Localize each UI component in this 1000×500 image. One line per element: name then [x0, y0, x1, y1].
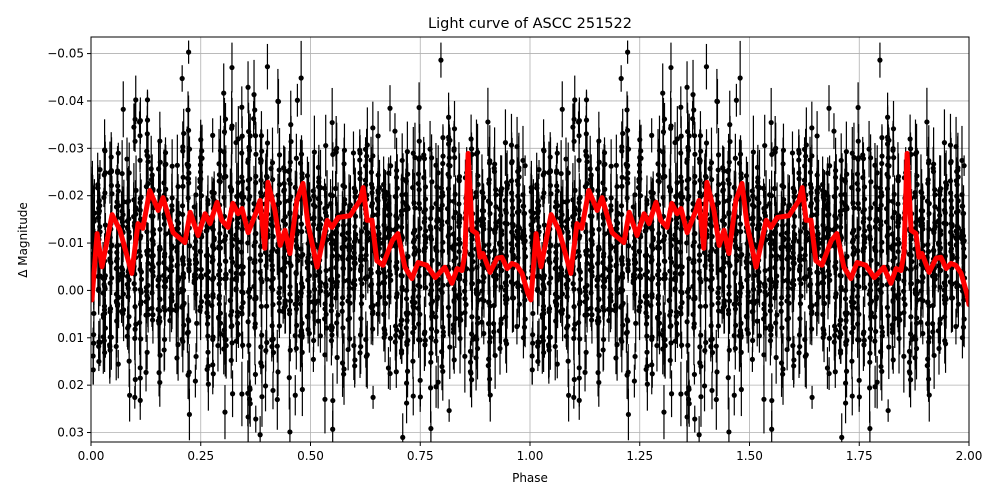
x-tick-label: 1.25 — [626, 449, 653, 463]
observation-points — [91, 49, 968, 440]
chart-title: Light curve of ASCC 251522 — [428, 16, 632, 32]
x-tick-label: 1.50 — [736, 449, 763, 463]
y-tick-label: −0.03 — [47, 141, 84, 155]
binned-mean-line — [91, 151, 969, 308]
x-tick-label: 2.00 — [956, 449, 983, 463]
y-tick-label: 0.03 — [57, 426, 84, 440]
y-tick-label: −0.01 — [47, 236, 84, 250]
y-tick-label: 0.01 — [57, 331, 84, 345]
y-tick-label: 0.00 — [57, 283, 84, 297]
error-bars — [91, 40, 966, 442]
y-tick-label: −0.04 — [47, 94, 84, 108]
x-axis-label: Phase — [512, 471, 548, 485]
plot-area — [91, 40, 969, 442]
x-tick-label: 1.00 — [517, 449, 544, 463]
y-axis-ticks: −0.05 −0.04 −0.03 −0.02 −0.01 0.00 0.01 0.02 0.0… — [47, 47, 91, 440]
y-tick-label: −0.05 — [47, 47, 84, 61]
y-tick-label: −0.02 — [47, 189, 84, 203]
x-axis-ticks: 0.00 0.25 0.50 0.75 1.00 1.25 1.50 1.75 2.00 — [78, 442, 983, 463]
x-tick-label: 0.50 — [297, 449, 324, 463]
x-tick-label: 1.75 — [846, 449, 873, 463]
x-tick-label: 0.00 — [78, 449, 105, 463]
y-axis-label: Δ Magnitude — [16, 202, 30, 278]
y-tick-label: 0.02 — [57, 378, 84, 392]
x-tick-label: 0.25 — [187, 449, 214, 463]
x-tick-label: 0.75 — [407, 449, 434, 463]
